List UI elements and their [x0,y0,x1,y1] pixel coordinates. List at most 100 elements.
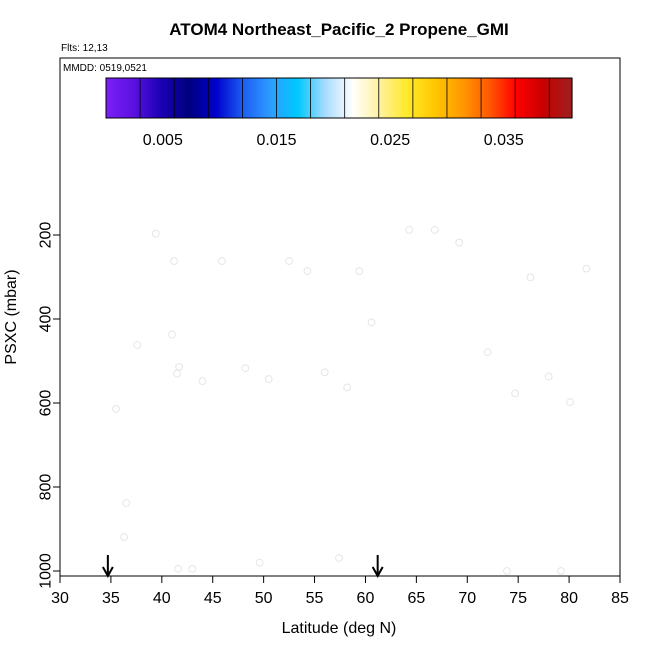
y-tick-label: 600 [38,390,55,417]
colorbar-segment [562,78,565,118]
sample-point [320,368,329,377]
x-axis-label: Latitude (deg N) [282,620,397,637]
colorbar-tick-label: 0.025 [370,132,410,149]
colorbar-segment [516,78,519,118]
colorbar-segment [332,78,335,118]
sample-point [303,267,312,276]
colorbar-segment [462,78,465,118]
colorbar-segment [416,78,419,118]
colorbar-segment [246,78,249,118]
colorbar-segment [452,78,455,118]
colorbar-segment [542,78,545,118]
colorbar-segment [228,78,231,118]
colorbar-segment [326,78,329,118]
colorbar-segment [240,78,243,118]
colorbar-tick-labels: 0.005 0.015 0.025 0.035 [143,132,524,149]
sample-point [557,567,565,575]
x-tick-label: 60 [357,590,375,607]
colorbar-segment [178,78,181,118]
sample-point [544,372,553,381]
colorbar-segment [158,78,161,118]
colorbar-segment [196,78,199,118]
colorbar-segment [172,78,175,118]
colorbar-segment [440,78,443,118]
sample-point [526,273,535,282]
colorbar-segment [526,78,529,118]
colorbar-segment [186,78,189,118]
colorbar-segment [112,78,115,118]
colorbar-segment [134,78,137,118]
sample-point [343,383,352,392]
colorbar-segment [118,78,121,118]
sample-point [112,404,120,413]
colorbar-segment [334,78,337,118]
colorbar-segment [420,78,423,118]
x-tick-label: 55 [306,590,324,607]
colorbar-segment [490,78,493,118]
colorbar-segment [406,78,409,118]
colorbar-segment [270,78,273,118]
colorbar-segment [220,78,223,118]
colorbar-segment [162,78,165,118]
colorbar-segment [262,78,265,118]
dates-annotation: MMDD: 0519,0521 [63,63,147,74]
colorbar-segment [374,78,377,118]
colorbar-segment [384,78,387,118]
colorbar-segment [532,78,535,118]
colorbar-segment [402,78,405,118]
sample-point [566,398,575,407]
sample-point [430,226,439,234]
x-tick-label: 80 [560,590,578,607]
colorbar-segment [222,78,225,118]
colorbar-segment [538,78,541,118]
colorbar-segment [454,78,457,118]
colorbar-segment [284,78,287,118]
colorbar-segment [566,78,569,118]
colorbar-segment [350,78,353,118]
colorbar-segment [418,78,421,118]
colorbar-segment [322,78,325,118]
colorbar-segment [150,78,153,118]
colorbar-segment [422,78,425,118]
colorbar-segment [474,78,477,118]
y-axis-label: PSXC (mbar) [3,269,20,364]
colorbar-segment [154,78,157,118]
colorbar-segment [346,78,349,118]
colorbar-segment [414,78,417,118]
colorbar-segment [484,78,487,118]
sample-point [405,226,414,234]
colorbar-segment [174,78,177,118]
colorbar-frame [105,77,573,119]
y-tick-label: 400 [38,306,55,333]
sample-point [168,330,176,339]
y-tick-label: 200 [38,222,55,249]
colorbar-segment [464,78,467,118]
x-tick-label: 50 [255,590,273,607]
colorbar-segment [478,78,481,118]
colorbar-segment [278,78,281,118]
colorbar-segment [378,78,381,118]
colorbar-segment [268,78,271,118]
colorbar-segment [122,78,125,118]
colorbar-segment [530,78,533,118]
flights-annotation: Flts: 12,13 [61,43,108,54]
colorbar-segment [328,78,331,118]
colorbar-segment [316,78,319,118]
colorbar-segment [190,78,193,118]
y-tick-label: 800 [38,474,55,501]
colorbar-segment [356,78,359,118]
colorbar-segment [194,78,197,118]
colorbar-segment [292,78,295,118]
colorbar-segment [342,78,345,118]
colorbar-segment [168,78,171,118]
sample-point [175,362,184,371]
colorbar-segment [192,78,195,118]
colorbar-segment [282,78,285,118]
colorbar-segment [340,78,343,118]
colorbar-segment [252,78,255,118]
sample-point [133,341,142,349]
colorbar-segment [468,78,471,118]
colorbar-segment [390,78,393,118]
colorbar-segment [540,78,543,118]
colorbar-segment [224,78,227,118]
